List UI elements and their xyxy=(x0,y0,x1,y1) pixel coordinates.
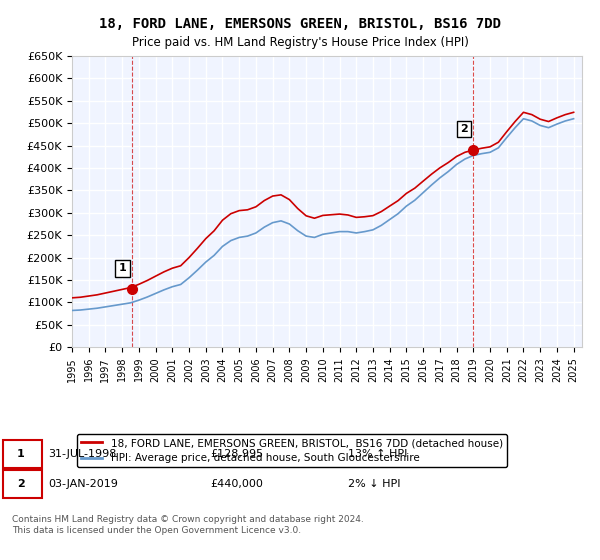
Text: 13% ↑ HPI: 13% ↑ HPI xyxy=(348,449,407,459)
Legend: 18, FORD LANE, EMERSONS GREEN, BRISTOL,  BS16 7DD (detached house), HPI: Average: 18, FORD LANE, EMERSONS GREEN, BRISTOL, … xyxy=(77,434,507,468)
Text: 2: 2 xyxy=(17,479,25,489)
Text: 1: 1 xyxy=(17,449,25,459)
Text: 2% ↓ HPI: 2% ↓ HPI xyxy=(348,479,401,489)
Text: Price paid vs. HM Land Registry's House Price Index (HPI): Price paid vs. HM Land Registry's House … xyxy=(131,36,469,49)
Text: £128,995: £128,995 xyxy=(210,449,263,459)
Text: 1: 1 xyxy=(118,264,126,273)
Text: Contains HM Land Registry data © Crown copyright and database right 2024.
This d: Contains HM Land Registry data © Crown c… xyxy=(12,515,364,535)
Text: 31-JUL-1998: 31-JUL-1998 xyxy=(48,449,116,459)
Text: 2: 2 xyxy=(460,124,468,134)
Text: 03-JAN-2019: 03-JAN-2019 xyxy=(48,479,118,489)
Text: 18, FORD LANE, EMERSONS GREEN, BRISTOL, BS16 7DD: 18, FORD LANE, EMERSONS GREEN, BRISTOL, … xyxy=(99,17,501,31)
Text: £440,000: £440,000 xyxy=(210,479,263,489)
